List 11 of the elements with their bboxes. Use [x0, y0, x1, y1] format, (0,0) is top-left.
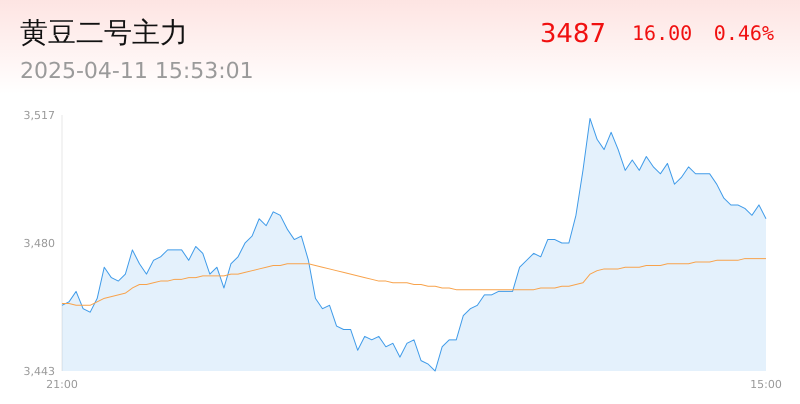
text: 2025-04-11 15:53:01 — [20, 59, 254, 84]
chart-title: 黄豆二号主力 — [20, 16, 188, 49]
text: 16.00 — [632, 21, 692, 45]
line-series — [62, 258, 766, 306]
y-tick-label: 3,443 — [24, 365, 55, 378]
x-tick-label: 15:00 — [750, 378, 782, 391]
x-tick-label: 21:00 — [46, 378, 78, 391]
text: 0.46% — [714, 21, 774, 45]
y-tick-label: 3,480 — [24, 237, 55, 250]
y-tick-label: 3,517 — [24, 109, 55, 122]
text: 3487 — [540, 19, 606, 49]
